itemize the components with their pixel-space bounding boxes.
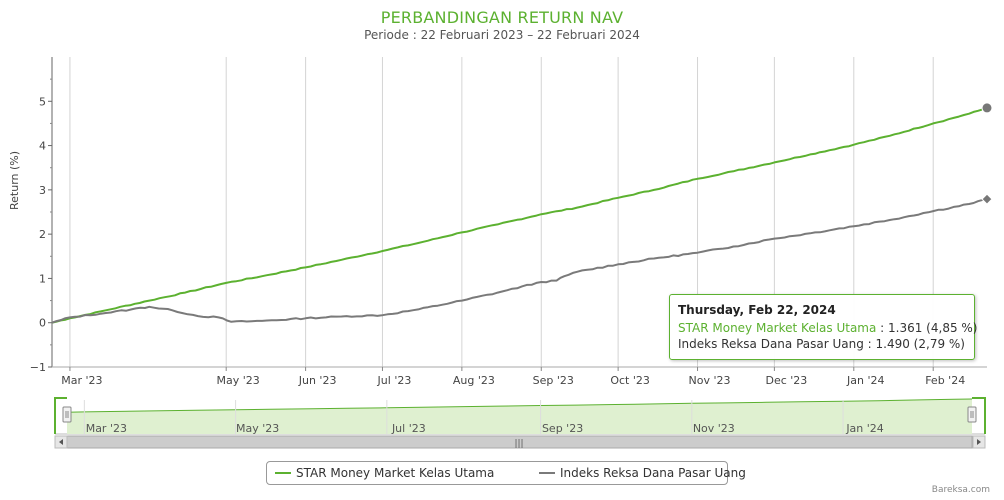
- tooltip-index-row: Indeks Reksa Dana Pasar Uang : 1.490 (2,…: [678, 337, 965, 351]
- series-line-index[interactable]: [51, 198, 988, 324]
- legend-item-fund[interactable]: STAR Money Market Kelas Utama: [275, 466, 494, 480]
- navigator-area: [67, 399, 972, 434]
- tooltip-index-name: Indeks Reksa Dana Pasar Uang: [678, 337, 864, 351]
- scrollbar-right-arrow-icon: [977, 439, 981, 445]
- tooltip-date: Thursday, Feb 22, 2024: [678, 303, 836, 317]
- y-tick-label: 2: [39, 228, 46, 241]
- legend-index-swatch: [539, 471, 555, 474]
- credit-text[interactable]: Bareksa.com: [931, 485, 990, 495]
- x-tick-label: Aug '23: [453, 374, 495, 387]
- chart-subtitle: Periode : 22 Februari 2023 – 22 Februari…: [364, 28, 640, 42]
- navigator-tick-label: Mar '23: [86, 422, 127, 435]
- chart-title: PERBANDINGAN RETURN NAV: [380, 8, 624, 27]
- chart-legend: STAR Money Market Kelas Utama Indeks Rek…: [266, 461, 746, 485]
- legend-fund-label: STAR Money Market Kelas Utama: [296, 466, 495, 480]
- navigator-tick-label: Jul '23: [391, 422, 426, 435]
- x-tick-label: Oct '23: [610, 374, 650, 387]
- x-tick-label: Sep '23: [533, 374, 574, 387]
- navigator-right-handle[interactable]: [967, 406, 977, 423]
- x-tick-label: Feb '24: [925, 374, 965, 387]
- navigator-tick-label: Sep '23: [542, 422, 583, 435]
- navigator-left-outline: [54, 397, 67, 434]
- navigator-tick-label: Jan '24: [845, 422, 883, 435]
- tooltip-fund-value: : 1.361 (4,85 %): [876, 321, 978, 335]
- y-tick-label: 3: [39, 184, 46, 197]
- y-tick-label: 1: [39, 272, 46, 285]
- navigator-tick-label: May '23: [236, 422, 279, 435]
- scrollbar-grip: |||: [514, 439, 523, 449]
- series-line-fund[interactable]: [51, 106, 988, 324]
- legend-fund-swatch: [275, 471, 291, 474]
- navigator-right-outline: [972, 397, 986, 434]
- navigator-line: [66, 398, 973, 413]
- x-tick-label: Jan '24: [846, 374, 884, 387]
- y-tick-label: −1: [30, 361, 46, 374]
- end-marker-fund[interactable]: [981, 102, 993, 114]
- x-tick-label: Jun '23: [298, 374, 337, 387]
- navigator-tick-label: Nov '23: [693, 422, 735, 435]
- hover-tooltip: Thursday, Feb 22, 2024 STAR Money Market…: [669, 294, 977, 360]
- x-tick-label: May '23: [217, 374, 260, 387]
- tooltip-fund-row: STAR Money Market Kelas Utama : 1.361 (4…: [678, 321, 977, 335]
- scrollbar-left-arrow-icon: [59, 439, 63, 445]
- x-tick-label: Nov '23: [689, 374, 731, 387]
- end-marker-index[interactable]: [981, 193, 993, 205]
- y-tick-label: 5: [39, 95, 46, 108]
- legend-index-label: Indeks Reksa Dana Pasar Uang: [560, 466, 746, 480]
- navigator-left-handle[interactable]: [62, 406, 72, 423]
- x-tick-label: Mar '23: [61, 374, 102, 387]
- x-tick-label: Dec '23: [765, 374, 807, 387]
- tooltip-index-value: : 1.490 (2,79 %): [863, 337, 965, 351]
- legend-item-index[interactable]: Indeks Reksa Dana Pasar Uang: [539, 466, 746, 480]
- y-tick-label: 4: [39, 140, 46, 153]
- x-tick-label: Jul '23: [377, 374, 412, 387]
- y-tick-label: 0: [39, 317, 46, 330]
- tooltip-fund-name: STAR Money Market Kelas Utama: [678, 321, 877, 335]
